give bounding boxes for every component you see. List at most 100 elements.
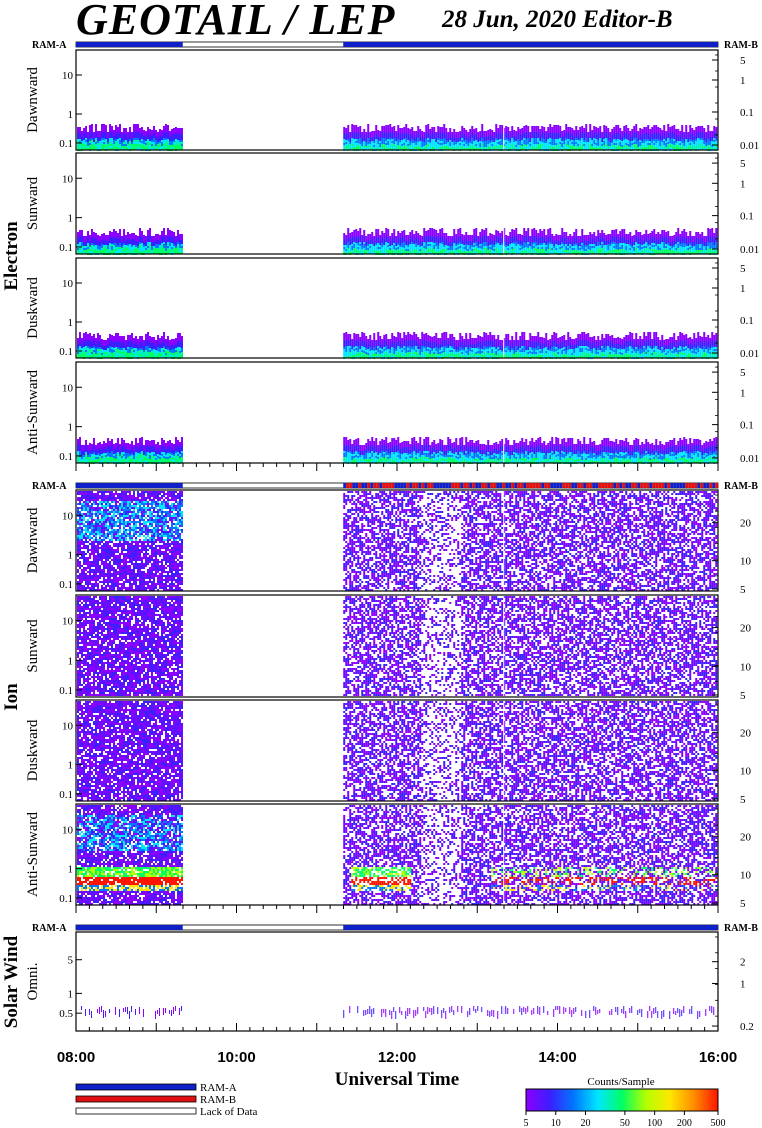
right-tick-label: 0.2 xyxy=(740,1021,754,1033)
ram-segment xyxy=(661,483,665,488)
right-tick-label: 0.01 xyxy=(740,244,759,256)
ram-segment xyxy=(394,483,398,488)
left-tick-label: 1 xyxy=(68,988,74,1000)
ram-segment xyxy=(403,483,407,488)
ram-segment xyxy=(505,483,509,488)
legend-swatch xyxy=(75,1083,197,1091)
panel-frame xyxy=(75,152,719,255)
panel-electron-duskward: 10 1 0.1 5 1 0.1 0.01 Duskward xyxy=(25,257,759,360)
right-tick-label: 10 xyxy=(740,661,752,673)
ram-segment xyxy=(649,483,653,488)
panel-ion-dawnward: 10 1 0.1 20 10 5 Dawnward xyxy=(25,489,752,596)
heatmap-cells xyxy=(77,332,718,359)
right-tick-label: 10 xyxy=(740,556,752,568)
ram-segment xyxy=(634,483,638,488)
right-tick-label: 5 xyxy=(740,690,746,702)
ram-bar-0: RAM-A RAM-B xyxy=(32,40,758,51)
colorbar: Counts/Sample 5 10 20 50 100 200 500 xyxy=(524,1076,726,1128)
ram-segment xyxy=(454,483,458,488)
panel-background xyxy=(76,932,718,1031)
right-tick-label: 0.01 xyxy=(740,140,759,152)
right-tick-label: 0.01 xyxy=(740,453,759,465)
ram-segment xyxy=(586,483,590,488)
ram-segment xyxy=(427,483,431,488)
ram-segment xyxy=(376,483,380,488)
ram-segment xyxy=(538,483,542,488)
right-tick-label: 1 xyxy=(740,283,746,295)
ram-segment xyxy=(553,483,557,488)
page-title: GEOTAIL / LEP xyxy=(76,0,395,45)
ram-b-label: RAM-B xyxy=(724,923,758,934)
panel-label: Duskward xyxy=(25,719,41,781)
legend-label: RAM-B xyxy=(200,1094,236,1106)
left-tick-label: 10 xyxy=(62,70,74,82)
right-tick-label: 1 xyxy=(740,978,746,990)
group-label-electron: Electron xyxy=(1,221,22,291)
ram-segment xyxy=(352,483,356,488)
electron-time-ticks xyxy=(75,463,719,471)
ram-segment xyxy=(637,483,641,488)
ram-segment xyxy=(700,483,704,488)
heatmap-cells xyxy=(77,805,718,905)
ram-segment xyxy=(442,483,446,488)
ram-segment xyxy=(691,483,695,488)
ram-segment xyxy=(577,483,581,488)
colorbar-tick: 500 xyxy=(711,1118,726,1128)
ram-segment xyxy=(592,483,596,488)
ram-segment xyxy=(697,483,701,488)
right-tick-label: 20 xyxy=(740,517,752,529)
ram-segment xyxy=(541,483,545,488)
right-tick-label: 0.01 xyxy=(740,348,759,360)
ram-segment xyxy=(646,483,650,488)
ram-segment xyxy=(487,483,491,488)
ram-segment xyxy=(436,483,440,488)
ram-bar-1: RAM-A RAM-B xyxy=(32,481,758,492)
panel-label: Omni. xyxy=(25,963,41,1001)
ram-segment xyxy=(547,483,551,488)
ram-segment xyxy=(703,483,707,488)
left-tick-label: 10 xyxy=(62,278,74,290)
panel-label: Duskward xyxy=(25,277,41,339)
panel-label: Dawnward xyxy=(25,507,41,573)
ram-a-segment xyxy=(76,925,183,930)
colorbar-tick: 200 xyxy=(677,1118,692,1128)
ram-segment xyxy=(439,483,443,488)
x-tick-label: 14:00 xyxy=(538,1049,576,1066)
panel-ion-anti-sunward: 10 1 0.1 20 10 5 Anti-Sunward xyxy=(25,803,752,910)
ram-segment xyxy=(484,483,488,488)
left-tick-label: 0.1 xyxy=(59,685,73,697)
x-tick-label: 16:00 xyxy=(699,1049,737,1066)
ram-segment xyxy=(472,483,476,488)
right-tick-label: 5 xyxy=(740,367,746,379)
ram-segment xyxy=(589,483,593,488)
left-tick-label: 10 xyxy=(62,382,74,394)
colorbar-gradient xyxy=(525,1088,719,1112)
right-tick-label: 20 xyxy=(740,831,752,843)
ram-segment xyxy=(667,483,671,488)
left-tick-label: 10 xyxy=(62,510,74,522)
ram-a-label: RAM-A xyxy=(32,481,67,492)
ram-segment xyxy=(520,483,524,488)
ram-segment xyxy=(640,483,644,488)
ram-segment xyxy=(493,483,497,488)
ram-segment xyxy=(481,483,485,488)
ram-segment xyxy=(712,483,716,488)
ram-segment xyxy=(412,483,416,488)
ram-a-label: RAM-A xyxy=(32,40,67,51)
ram-segment xyxy=(694,483,698,488)
ram-segment xyxy=(631,483,635,488)
ram-segment xyxy=(688,483,692,488)
ram-segment xyxy=(451,483,455,488)
left-tick-label: 1 xyxy=(68,864,74,876)
x-tick-label: 12:00 xyxy=(378,1049,416,1066)
x-axis-title: Universal Time xyxy=(335,1069,459,1090)
ram-segment xyxy=(643,483,647,488)
ram-segment xyxy=(364,483,368,488)
ram-segment xyxy=(478,483,482,488)
legend-swatch xyxy=(75,1107,197,1115)
date-editor-label: 28 Jun, 2020 Editor-B xyxy=(442,6,673,34)
ram-segment xyxy=(496,483,500,488)
ram-segment xyxy=(361,483,365,488)
right-tick-label: 1 xyxy=(740,387,746,399)
colorbar-tick: 20 xyxy=(581,1118,591,1128)
